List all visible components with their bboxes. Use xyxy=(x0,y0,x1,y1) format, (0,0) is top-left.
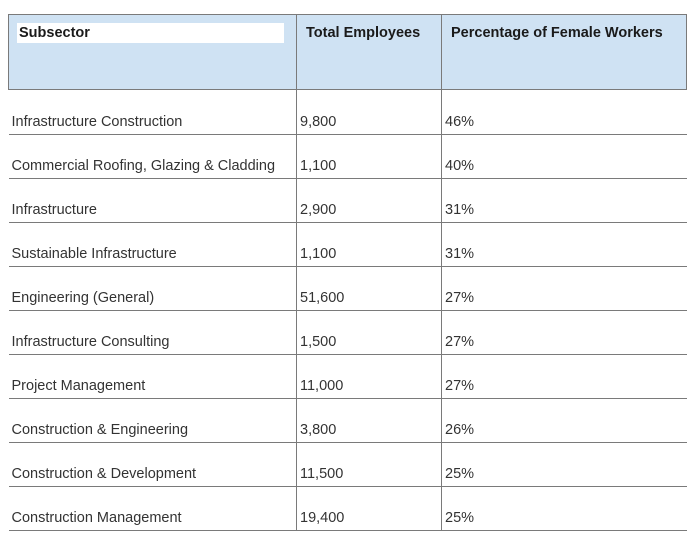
table-row: Sustainable Infrastructure 1,100 31% xyxy=(8,222,687,267)
subsector-cell: Infrastructure xyxy=(8,178,297,223)
total-employees-cell-text: 2,900 xyxy=(300,202,337,218)
table-row: Commercial Roofing, Glazing & Cladding 1,… xyxy=(8,134,687,179)
female-percentage-cell: 31% xyxy=(441,222,687,267)
female-percentage-cell: 27% xyxy=(441,354,687,399)
female-percentage-cell: 31% xyxy=(441,178,687,223)
total-employees-cell-text: 3,800 xyxy=(300,422,337,438)
total-employees-cell: 11,500 xyxy=(296,442,442,487)
total-employees-cell: 3,800 xyxy=(296,398,442,443)
total-employees-cell: 1,100 xyxy=(296,134,442,179)
subsector-cell-text: Construction Management xyxy=(11,510,182,526)
subsector-cell: Sustainable Infrastructure xyxy=(8,222,297,267)
female-percentage-cell-text: 25% xyxy=(445,466,475,482)
total-employees-cell: 1,500 xyxy=(296,310,442,355)
female-percentage-cell-text: 27% xyxy=(445,378,475,394)
subsector-cell-text: Commercial Roofing, Glazing & Cladding xyxy=(11,158,276,174)
female-percentage-cell-text: 31% xyxy=(445,202,475,218)
total-employees-cell-text: 51,600 xyxy=(300,290,345,306)
total-employees-cell: 9,800 xyxy=(296,89,442,135)
subsector-cell-text: Construction & Engineering xyxy=(11,422,189,438)
female-percentage-cell-text: 40% xyxy=(445,158,475,174)
subsector-table: Subsector Total Employees Percentage of … xyxy=(8,14,687,531)
female-percentage-cell: 27% xyxy=(441,266,687,311)
female-percentage-cell-text: 26% xyxy=(445,422,475,438)
data-table-container: Subsector Total Employees Percentage of … xyxy=(8,14,687,531)
female-percentage-cell: 25% xyxy=(441,486,687,531)
subsector-cell-text: Engineering (General) xyxy=(11,290,155,306)
table-row: Construction & Development 11,500 25% xyxy=(8,442,687,487)
table-row: Construction Management 19,400 25% xyxy=(8,486,687,531)
female-percentage-cell: 25% xyxy=(441,442,687,487)
subsector-cell-text: Infrastructure Construction xyxy=(11,114,183,130)
header-percentage-female: Percentage of Female Workers xyxy=(441,14,687,90)
subsector-cell: Construction & Development xyxy=(8,442,297,487)
subsector-cell-text: Infrastructure Consulting xyxy=(11,334,170,350)
subsector-cell-text: Infrastructure xyxy=(11,202,97,218)
total-employees-cell-text: 11,500 xyxy=(300,466,344,482)
total-employees-cell: 1,100 xyxy=(296,222,442,267)
header-total-employees: Total Employees xyxy=(296,14,442,90)
header-row: Subsector Total Employees Percentage of … xyxy=(8,14,687,90)
header-subsector: Subsector xyxy=(8,14,297,90)
total-employees-cell-text: 1,100 xyxy=(300,246,337,262)
subsector-cell-text: Sustainable Infrastructure xyxy=(11,246,177,262)
table-row: Infrastructure Consulting 1,500 27% xyxy=(8,310,687,355)
female-percentage-cell-text: 31% xyxy=(445,246,475,262)
female-percentage-cell: 40% xyxy=(441,134,687,179)
female-percentage-cell: 46% xyxy=(441,89,687,135)
subsector-cell: Project Management xyxy=(8,354,297,399)
female-percentage-cell: 26% xyxy=(441,398,687,443)
table-header: Subsector Total Employees Percentage of … xyxy=(8,14,687,90)
female-percentage-cell-text: 46% xyxy=(445,114,475,130)
table-row: Project Management 11,000 27% xyxy=(8,354,687,399)
total-employees-cell-text: 1,500 xyxy=(300,334,337,350)
header-total-employees-label: Total Employees xyxy=(306,25,421,41)
table-row: Construction & Engineering 3,800 26% xyxy=(8,398,687,443)
table-row: Engineering (General) 51,600 27% xyxy=(8,266,687,311)
total-employees-cell: 11,000 xyxy=(296,354,442,399)
subsector-cell: Commercial Roofing, Glazing & Cladding xyxy=(8,134,297,179)
female-percentage-cell-text: 25% xyxy=(445,510,475,526)
total-employees-cell-text: 11,000 xyxy=(300,378,344,394)
header-percentage-female-label: Percentage of Female Workers xyxy=(451,25,663,41)
subsector-cell: Engineering (General) xyxy=(8,266,297,311)
total-employees-cell-text: 1,100 xyxy=(300,158,337,174)
table-row: Infrastructure Construction 9,800 46% xyxy=(8,89,687,135)
subsector-cell-text: Construction & Development xyxy=(11,466,197,482)
total-employees-cell-text: 19,400 xyxy=(300,510,345,526)
female-percentage-cell-text: 27% xyxy=(445,334,475,350)
table-body: Infrastructure Construction 9,800 46% Comme… xyxy=(8,89,687,531)
total-employees-cell-text: 9,800 xyxy=(300,114,337,130)
total-employees-cell: 51,600 xyxy=(296,266,442,311)
subsector-cell: Infrastructure Construction xyxy=(8,89,297,135)
subsector-cell: Construction Management xyxy=(8,486,297,531)
header-subsector-label: Subsector xyxy=(17,23,284,43)
female-percentage-cell: 27% xyxy=(441,310,687,355)
subsector-cell-text: Project Management xyxy=(11,378,146,394)
total-employees-cell: 2,900 xyxy=(296,178,442,223)
female-percentage-cell-text: 27% xyxy=(445,290,475,306)
subsector-cell: Infrastructure Consulting xyxy=(8,310,297,355)
table-row: Infrastructure 2,900 31% xyxy=(8,178,687,223)
subsector-cell: Construction & Engineering xyxy=(8,398,297,443)
total-employees-cell: 19,400 xyxy=(296,486,442,531)
